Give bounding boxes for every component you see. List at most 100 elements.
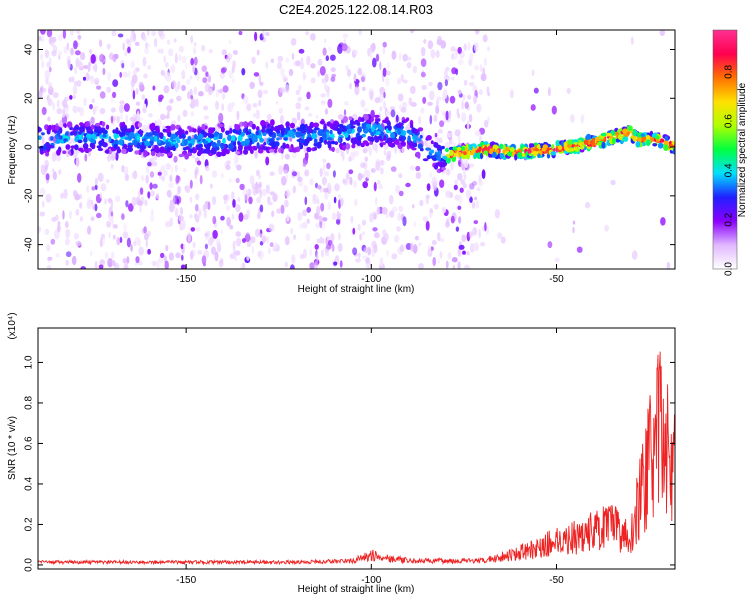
spectrogram-noise-cell	[155, 193, 160, 200]
snr-y-tick-label: 0.0	[24, 558, 35, 572]
spectrogram-noise-cell	[124, 51, 128, 57]
spectrogram-noise-cell	[302, 221, 308, 229]
spectrogram-noise-cell	[91, 98, 95, 104]
spectrogram-ridge-cell	[213, 136, 217, 141]
spectrogram-noise-cell	[94, 177, 98, 186]
spectrogram-noise-cell	[160, 69, 165, 76]
spectrogram-ridge-cell	[557, 145, 563, 150]
spectrogram-noise-cell	[445, 66, 450, 72]
spectrogram-noise-cell	[151, 30, 157, 37]
spectrogram-noise-cell	[195, 227, 201, 232]
spectrogram-noise-cell	[457, 89, 462, 95]
spectrogram-ridge-cell	[263, 142, 267, 146]
spectrogram-noise-cell	[181, 70, 186, 80]
spectrogram-noise-cell	[56, 99, 60, 108]
spectrogram-noise-cell	[99, 192, 103, 199]
spectrogram-noise-cell	[147, 191, 151, 199]
spectrogram-noise-cell	[277, 61, 282, 70]
spectrogram-noise-cell	[77, 34, 82, 40]
spectrogram-noise-cell	[112, 79, 119, 87]
spectrogram-noise-cell	[166, 39, 171, 45]
spectrogram-ridge-cell	[250, 149, 254, 154]
spectrogram-noise-cell	[306, 218, 310, 224]
spectrogram-noise-cell	[442, 111, 446, 117]
spectrogram-noise-cell	[125, 114, 129, 124]
spectrogram-noise-cell	[398, 190, 404, 197]
spectrogram-ridge-cell	[276, 137, 280, 141]
spectrogram-noise-cell	[106, 179, 110, 184]
spectrogram-noise-cell	[46, 30, 53, 38]
spectrogram-noise-cell	[78, 59, 82, 64]
spectrogram-noise-cell	[125, 38, 130, 44]
spectrogram-noise-cell	[298, 84, 302, 91]
spectrogram-noise-cell	[284, 153, 290, 160]
spectrogram-noise-cell	[140, 174, 145, 182]
spectrogram-noise-cell	[194, 166, 199, 175]
spectrogram-noise-cell	[215, 100, 219, 110]
spectrogram-noise-cell	[122, 231, 129, 239]
spectrogram-ridge-cell	[422, 158, 429, 162]
spectrogram-noise-cell	[147, 30, 150, 37]
spectrogram-noise-cell	[94, 184, 98, 191]
spectrogram-ridge-cell	[390, 132, 396, 139]
spectrogram-ridge-cell	[102, 133, 107, 138]
spectrogram-noise-cell	[310, 63, 316, 69]
spectrogram-noise-cell	[55, 253, 60, 258]
spectrogram-noise-cell	[386, 155, 391, 162]
spectrogram-ridge-cell	[214, 146, 220, 151]
spectrogram-ridge-cell	[216, 151, 222, 158]
spectrogram-noise-cell	[352, 227, 356, 235]
spectrogram-ridge-cell	[141, 138, 146, 142]
spectrogram-ridge-cell	[150, 140, 154, 146]
spectrogram-noise-cell	[426, 183, 431, 192]
spectrogram-noise-cell	[269, 242, 274, 248]
spectrogram-noise-cell	[295, 89, 300, 95]
spectrogram-noise-cell	[142, 107, 147, 113]
spectrogram-ridge-cell	[383, 135, 387, 141]
spectrogram-noise-cell	[189, 179, 193, 189]
spectrogram-noise-cell	[399, 244, 405, 252]
spectrogram-ridge-cell	[270, 119, 275, 126]
spectrogram-noise-cell	[382, 67, 387, 78]
spectrogram-ridge-cell	[63, 123, 67, 129]
spectrogram-noise-cell	[62, 210, 65, 220]
spectrogram-noise-cell	[310, 77, 316, 84]
spectrogram-ridge-cell	[307, 133, 312, 138]
snr-y-tick-label: 0.6	[24, 436, 35, 450]
spectrogram-noise-cell	[463, 168, 466, 177]
spectrogram-ridge-cell	[287, 130, 294, 138]
spectrogram-noise-cell	[304, 169, 310, 177]
spectrogram-noise-cell	[253, 113, 256, 118]
spectrogram-noise-cell	[463, 43, 467, 51]
spectrogram-noise-cell	[116, 237, 121, 246]
spectrogram-ridge-cell	[274, 141, 280, 147]
spectrogram-noise-cell	[445, 110, 449, 121]
spectrogram-noise-cell	[317, 70, 320, 77]
spectrogram-noise-cell	[228, 178, 232, 183]
spectrogram-ridge-cell	[363, 114, 369, 121]
spectrogram-noise-cell	[217, 89, 224, 94]
spectrogram-noise-cell	[458, 244, 465, 250]
spectrogram-noise-cell	[302, 162, 307, 168]
spectrogram-ridge-cell	[78, 125, 85, 133]
spectrogram-noise-cell	[235, 237, 242, 247]
spectrogram-noise-cell	[212, 229, 218, 239]
spectrogram-noise-cell	[160, 30, 164, 38]
spectrogram-ridge-cell	[133, 140, 138, 146]
spectrogram-noise-cell	[383, 91, 386, 99]
spectrogram-noise-cell	[71, 255, 77, 266]
spectrogram-ridge-cell	[414, 151, 421, 158]
spectrogram-noise-cell	[137, 190, 141, 198]
spectrogram-noise-cell	[444, 70, 448, 78]
spectrogram-noise-cell	[139, 187, 144, 195]
spectrogram-ridge-cell	[351, 143, 356, 149]
spectrogram-ridge-cell	[159, 153, 165, 157]
spectrogram-ridge-cell	[478, 146, 482, 152]
spectrogram-noise-cell	[47, 116, 51, 122]
spectrogram-noise-cell	[630, 36, 634, 45]
spectrogram-ridge-cell	[204, 149, 211, 154]
spectrogram-noise-cell	[39, 211, 46, 217]
spectrogram-ridge-cell	[217, 123, 223, 128]
spectrogram-noise-cell	[316, 198, 320, 205]
spectrogram-noise-cell	[189, 214, 193, 219]
